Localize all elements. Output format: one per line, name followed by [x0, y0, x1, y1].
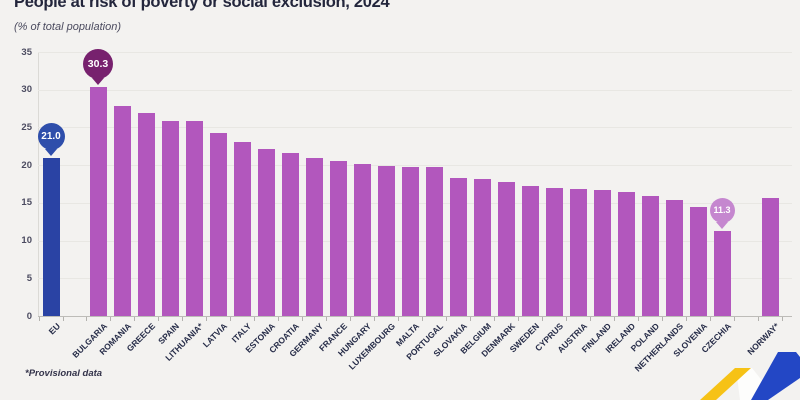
y-tick-label: 25 [21, 121, 32, 133]
chart-title: People at risk of poverty or social excl… [14, 0, 390, 11]
axis-tick [470, 317, 471, 321]
bar-netherlands [665, 199, 683, 316]
axis-tick [278, 317, 279, 321]
bar-germany [305, 157, 323, 316]
axis-tick [326, 317, 327, 321]
bar-italy [233, 141, 251, 316]
axis-tick [446, 317, 447, 321]
bar-malta [401, 166, 419, 316]
bar-spain [161, 121, 179, 316]
logo-blue-stroke [751, 352, 800, 400]
bar-croatia [281, 153, 299, 316]
x-label-eu: EU [46, 321, 63, 337]
axis-tick [590, 317, 591, 321]
y-tick-label: 0 [26, 310, 32, 322]
value-badge-pointer [716, 221, 728, 229]
value-badge-pointer [92, 78, 104, 86]
statistics-trend-logo-icon [700, 352, 800, 400]
axis-tick [638, 317, 639, 321]
bar-norway [761, 198, 779, 316]
axis-tick [206, 317, 207, 321]
y-tick-label: 35 [21, 46, 32, 58]
logo-yellow-stroke [700, 368, 751, 400]
bar-latvia [209, 132, 227, 316]
axis-tick [566, 317, 567, 321]
axis-tick [398, 317, 399, 321]
axis-tick [134, 317, 135, 321]
axis-tick [662, 317, 663, 321]
axis-tick [230, 317, 231, 321]
grid-line [38, 127, 792, 129]
axis-tick [782, 317, 783, 321]
bar-bulgaria [89, 87, 107, 316]
value-badge-eu: 21.0 [37, 122, 65, 150]
axis-tick [686, 317, 687, 321]
bar-belgium [473, 178, 491, 316]
grid-line [38, 89, 792, 91]
bar-lithuania [185, 121, 203, 316]
y-axis-line [38, 52, 39, 316]
bar-denmark [497, 181, 515, 316]
axis-tick [63, 317, 64, 321]
axis-tick [182, 317, 183, 321]
bar-slovakia [449, 177, 467, 316]
y-tick-label: 30 [21, 84, 32, 96]
bar-france [329, 161, 347, 316]
axis-tick [494, 317, 495, 321]
y-tick-label: 20 [21, 159, 32, 171]
bar-czechia [713, 230, 731, 316]
axis-tick [158, 317, 159, 321]
axis-tick [518, 317, 519, 321]
bar-poland [641, 196, 659, 316]
axis-tick [710, 317, 711, 321]
value-badge-pointer [45, 148, 57, 156]
bar-luxembourg [377, 165, 395, 316]
axis-tick [422, 317, 423, 321]
y-tick-label: 5 [26, 272, 32, 284]
grid-line [38, 52, 792, 53]
bar-estonia [257, 149, 275, 316]
grid-line [38, 165, 792, 167]
axis-tick [110, 317, 111, 321]
bar-eu [42, 157, 60, 316]
bar-ireland [617, 191, 635, 316]
y-tick-label: 10 [21, 235, 32, 247]
bar-hungary [353, 163, 371, 316]
bar-cyprus [545, 187, 563, 316]
axis-tick [614, 317, 615, 321]
value-badge-czechia: 11.3 [709, 197, 735, 223]
bar-portugal [425, 167, 443, 316]
axis-tick [86, 317, 87, 321]
footnote-provisional-data: *Provisional data [25, 368, 103, 379]
axis-tick [374, 317, 375, 321]
bar-sweden [521, 185, 539, 316]
bar-greece [137, 113, 155, 316]
bar-slovenia [689, 207, 707, 316]
axis-tick [758, 317, 759, 321]
axis-tick [350, 317, 351, 321]
chart-subtitle: (% of total population) [14, 21, 122, 33]
axis-tick [734, 317, 735, 321]
bar-finland [593, 190, 611, 316]
y-tick-label: 15 [21, 197, 32, 209]
axis-tick [254, 317, 255, 321]
bar-romania [113, 105, 131, 316]
x-axis-baseline [38, 316, 792, 317]
axis-tick [302, 317, 303, 321]
axis-tick [39, 317, 40, 321]
bar-austria [569, 189, 587, 316]
value-badge-bulgaria: 30.3 [83, 49, 113, 80]
axis-tick [542, 317, 543, 321]
